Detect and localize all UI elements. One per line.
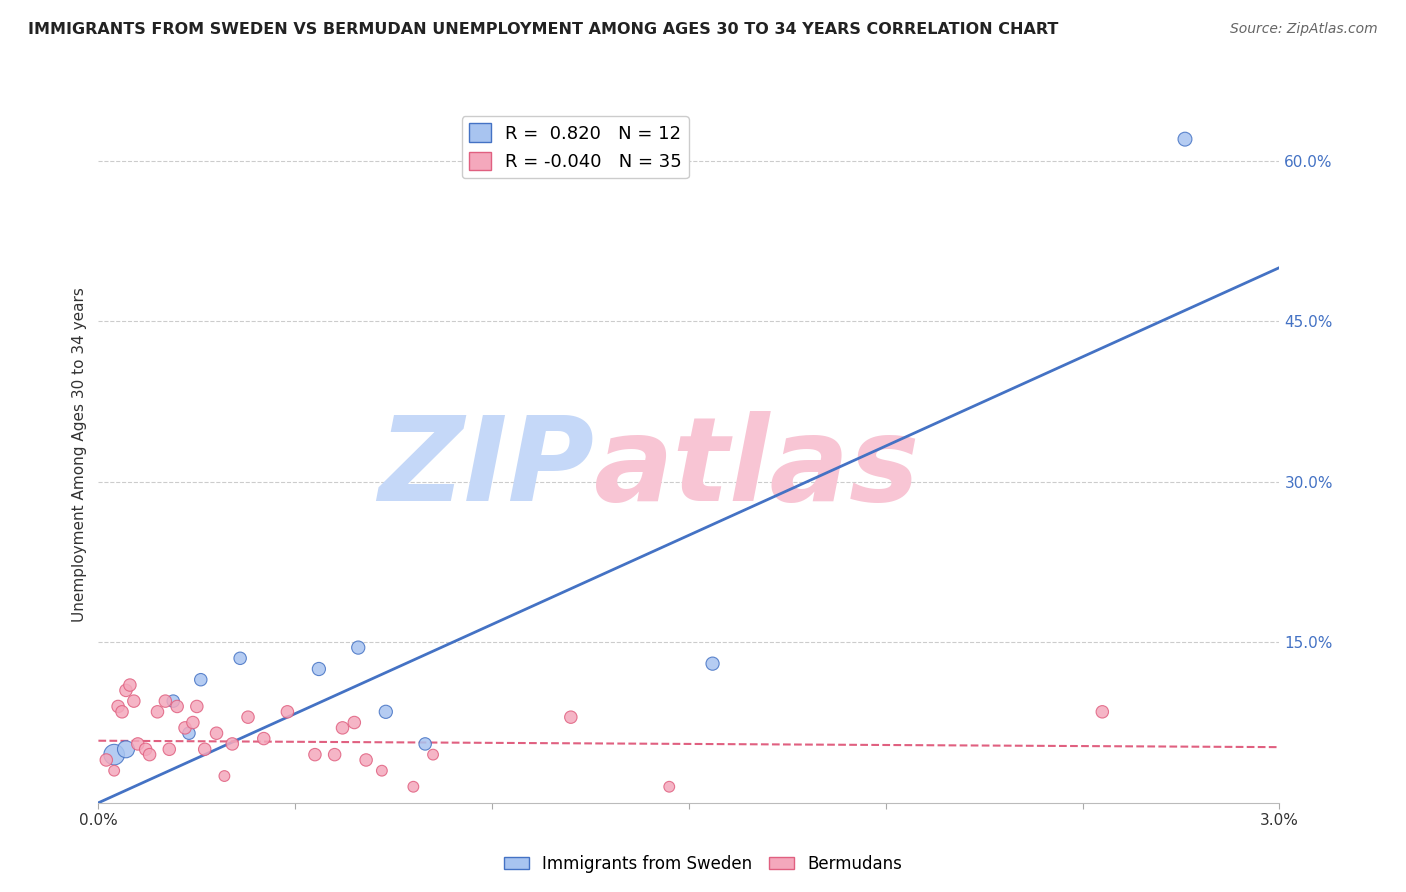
Point — [332, 721, 354, 735]
Point — [422, 747, 444, 762]
Point — [118, 678, 141, 692]
Point — [205, 726, 228, 740]
Point — [343, 715, 366, 730]
Point — [304, 747, 326, 762]
Point — [229, 651, 252, 665]
Point — [138, 747, 160, 762]
Legend: R =  0.820   N = 12, R = -0.040   N = 35: R = 0.820 N = 12, R = -0.040 N = 35 — [461, 116, 689, 178]
Point — [702, 657, 724, 671]
Point — [194, 742, 217, 756]
Point — [560, 710, 582, 724]
Point — [413, 737, 436, 751]
Text: atlas: atlas — [595, 411, 921, 526]
Text: Source: ZipAtlas.com: Source: ZipAtlas.com — [1230, 22, 1378, 37]
Point — [177, 726, 200, 740]
Point — [1091, 705, 1114, 719]
Point — [253, 731, 276, 746]
Point — [371, 764, 394, 778]
Point — [186, 699, 208, 714]
Text: IMMIGRANTS FROM SWEDEN VS BERMUDAN UNEMPLOYMENT AMONG AGES 30 TO 34 YEARS CORREL: IMMIGRANTS FROM SWEDEN VS BERMUDAN UNEMP… — [28, 22, 1059, 37]
Point — [96, 753, 118, 767]
Point — [308, 662, 330, 676]
Point — [103, 764, 125, 778]
Point — [127, 737, 149, 751]
Point — [107, 699, 129, 714]
Point — [236, 710, 259, 724]
Point — [157, 742, 180, 756]
Point — [115, 683, 138, 698]
Point — [347, 640, 370, 655]
Point — [122, 694, 145, 708]
Point — [174, 721, 197, 735]
Point — [323, 747, 346, 762]
Point — [374, 705, 396, 719]
Point — [155, 694, 177, 708]
Point — [354, 753, 377, 767]
Text: ZIP: ZIP — [378, 411, 595, 526]
Point — [166, 699, 188, 714]
Point — [276, 705, 298, 719]
Point — [402, 780, 425, 794]
Point — [190, 673, 212, 687]
Point — [146, 705, 169, 719]
Point — [115, 742, 138, 756]
Point — [111, 705, 134, 719]
Point — [181, 715, 204, 730]
Point — [658, 780, 681, 794]
Point — [1174, 132, 1197, 146]
Point — [103, 747, 125, 762]
Point — [214, 769, 236, 783]
Point — [162, 694, 184, 708]
Y-axis label: Unemployment Among Ages 30 to 34 years: Unemployment Among Ages 30 to 34 years — [72, 287, 87, 623]
Legend: Immigrants from Sweden, Bermudans: Immigrants from Sweden, Bermudans — [498, 848, 908, 880]
Point — [135, 742, 157, 756]
Point — [221, 737, 243, 751]
